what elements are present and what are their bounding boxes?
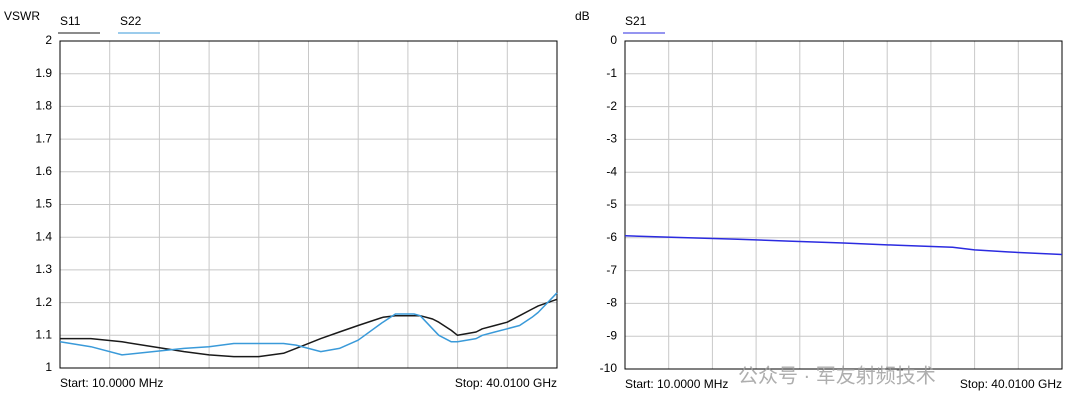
stop-label: Stop: 40.0100 GHz bbox=[960, 377, 1062, 391]
y-tick-label: -4 bbox=[606, 164, 617, 178]
y-axis-label: VSWR bbox=[4, 9, 40, 23]
y-tick-label: 1.5 bbox=[35, 197, 52, 211]
plot-frame bbox=[624, 40, 1063, 370]
y-tick-label: 0 bbox=[610, 33, 617, 47]
y-tick-label: -8 bbox=[606, 296, 617, 310]
y-tick-label: -5 bbox=[606, 197, 617, 211]
y-tick-label: -2 bbox=[606, 99, 617, 113]
y-tick-label: -9 bbox=[606, 328, 617, 342]
y-tick-label: 1.7 bbox=[35, 131, 52, 145]
y-axis-label: dB bbox=[575, 9, 590, 23]
watermark: 公众号 · 军友射频技术 bbox=[738, 364, 936, 387]
y-tick-label: 1.6 bbox=[35, 164, 52, 178]
start-label: Start: 10.0000 MHz bbox=[625, 377, 728, 391]
y-tick-label: 1 bbox=[45, 360, 52, 374]
y-tick-label: 1.3 bbox=[35, 262, 52, 276]
legend-label: S22 bbox=[120, 14, 142, 28]
legend-label: S11 bbox=[60, 14, 81, 28]
series-line bbox=[624, 235, 1063, 256]
y-tick-label: 1.1 bbox=[35, 327, 52, 341]
y-tick-label: 1.9 bbox=[35, 66, 52, 80]
y-tick-label: 2 bbox=[45, 33, 52, 47]
y-tick-label: 1.2 bbox=[35, 295, 52, 309]
plot-frame bbox=[59, 40, 558, 369]
y-tick-label: -6 bbox=[606, 230, 617, 244]
legend-label: S21 bbox=[625, 14, 647, 28]
y-tick-label: -3 bbox=[606, 132, 617, 146]
series-line bbox=[59, 292, 558, 356]
start-label: Start: 10.0000 MHz bbox=[60, 376, 163, 390]
series-line bbox=[60, 298, 558, 358]
stop-label: Stop: 40.0100 GHz bbox=[455, 376, 557, 390]
y-tick-label: -10 bbox=[600, 361, 618, 375]
y-tick-label: 1.8 bbox=[35, 99, 52, 113]
y-tick-label: 1.4 bbox=[35, 229, 52, 243]
y-tick-label: -7 bbox=[606, 263, 617, 277]
y-tick-label: -1 bbox=[606, 66, 617, 80]
